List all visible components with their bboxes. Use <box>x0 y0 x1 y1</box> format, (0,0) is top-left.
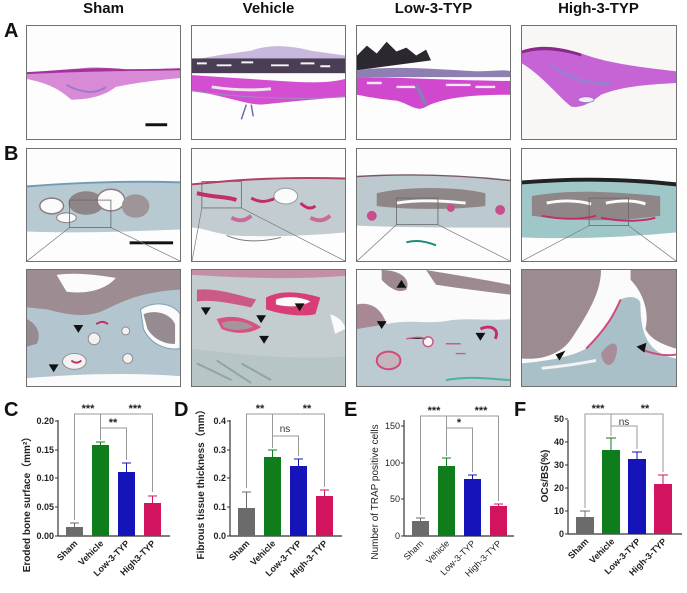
column-title-low-3-typ: Low-3-TYP <box>394 0 473 17</box>
y-tick: 0.05 <box>36 502 54 512</box>
y-tick: 40 <box>554 437 564 447</box>
significance-label: *** <box>592 403 606 415</box>
bar-sham <box>576 517 594 534</box>
x-tick: Sham <box>227 538 251 562</box>
zoom-region-box <box>396 197 439 226</box>
he-panel-sham <box>26 25 181 140</box>
scale-bar <box>129 241 174 245</box>
bar-high-3-typ <box>316 496 333 536</box>
arrowhead-marker <box>396 279 407 288</box>
arrowhead-marker <box>48 364 59 373</box>
significance-label: ** <box>641 403 650 415</box>
y-tick: 0.3 <box>213 445 226 455</box>
y-tick: 0 <box>559 529 564 539</box>
column-title-high-3-typ: High-3-TYP <box>558 0 639 17</box>
arrowhead-marker <box>376 321 387 329</box>
y-tick: 50 <box>390 494 400 504</box>
y-tick: 10 <box>554 506 564 516</box>
bar-high-3-typ <box>654 484 672 534</box>
y-tick: 0.2 <box>213 473 226 483</box>
row-letter-a: A <box>4 20 19 42</box>
bar-sham <box>238 508 255 536</box>
scale-bar <box>145 123 168 127</box>
y-axis-label: Fibrous tissue thickness（mm） <box>194 404 207 559</box>
bar-sham <box>412 521 429 536</box>
y-tick: 50 <box>554 414 564 424</box>
trap-zoom-low-3-typ <box>356 269 511 387</box>
trap-overview-low-3-typ <box>356 148 511 262</box>
y-tick: 30 <box>554 460 564 470</box>
significance-label: * <box>457 417 462 429</box>
y-tick: 0.20 <box>36 416 54 426</box>
trap-overview-vehicle <box>191 148 346 262</box>
significance-label: *** <box>82 403 96 415</box>
y-tick: 0.15 <box>36 445 54 455</box>
trap-zoom-vehicle <box>191 269 346 387</box>
panel-letter-d: D <box>174 399 188 421</box>
y-tick: 0.1 <box>213 502 226 512</box>
trap-zoom-sham <box>26 269 181 387</box>
y-axis-label: Number of TRAP positive cells <box>370 424 381 559</box>
column-title-sham: Sham <box>83 0 124 17</box>
y-tick: 150 <box>385 421 400 431</box>
chart-fibrous-tissue-thickness: D Fibrous tissue thickness（mm） 0.0 0.1 0… <box>172 392 344 588</box>
arrowhead-marker <box>636 342 647 353</box>
y-tick: 0.4 <box>213 416 226 426</box>
significance-label: ns <box>280 424 291 435</box>
x-tick: Sham <box>566 536 590 560</box>
bar-sham <box>66 527 83 536</box>
arrowhead-marker <box>256 315 267 324</box>
he-panel-low-3-typ <box>356 25 511 140</box>
significance-label: ** <box>256 403 265 415</box>
arrowhead-marker <box>200 307 211 316</box>
bar-vehicle <box>264 457 281 536</box>
significance-label: ** <box>303 403 312 415</box>
zoom-region-box <box>69 199 112 228</box>
arrowhead-marker <box>73 325 84 333</box>
panel-letter-f: F <box>514 399 526 421</box>
he-panel-vehicle <box>191 25 346 140</box>
bar-vehicle <box>438 466 455 536</box>
chart-trap-positive-cells: E Number of TRAP positive cells 0 50 100… <box>342 392 514 588</box>
chart-eroded-bone-surface: C Eroded bone surface（mm²） 0.00 0.05 0.1… <box>0 392 172 588</box>
panel-letter-c: C <box>4 399 18 421</box>
y-tick: 20 <box>554 483 564 493</box>
significance-label: ** <box>109 417 118 429</box>
zoom-region-box <box>201 181 242 209</box>
x-tick: Sham <box>402 538 426 562</box>
y-axis-label: Eroded bone surface（mm²） <box>20 432 33 573</box>
y-tick: 0.10 <box>36 473 54 483</box>
bar-vehicle <box>602 450 620 534</box>
arrowhead-marker <box>294 303 305 312</box>
zoom-region-box <box>588 197 630 227</box>
panel-letter-e: E <box>344 399 357 421</box>
bar-high-3-typ <box>144 503 161 536</box>
trap-zoom-high-3-typ <box>521 269 677 387</box>
row-letter-b: B <box>4 143 19 165</box>
y-axis-label: OCs/BS(%) <box>540 450 551 503</box>
bar-high-3-typ <box>490 506 507 536</box>
bar-low-3-typ <box>464 479 481 536</box>
bar-low-3-typ <box>118 472 135 536</box>
y-tick: 0.0 <box>213 531 226 541</box>
y-tick: 0.00 <box>36 531 54 541</box>
bar-low-3-typ <box>290 466 307 536</box>
trap-overview-sham <box>26 148 181 262</box>
chart-ocs-bs: F OCs/BS(%) 0 10 20 30 40 50 *** <box>512 392 687 588</box>
arrowhead-marker <box>475 332 486 341</box>
arrowhead-marker <box>555 350 566 361</box>
bar-vehicle <box>92 445 109 536</box>
he-panel-high-3-typ <box>521 25 677 140</box>
significance-label: *** <box>475 405 489 417</box>
arrowhead-marker <box>259 335 269 344</box>
column-title-vehicle: Vehicle <box>242 0 295 17</box>
y-tick: 100 <box>385 458 400 468</box>
significance-label: ns <box>619 417 630 428</box>
significance-label: *** <box>129 403 143 415</box>
y-tick: 0 <box>395 531 400 541</box>
bar-low-3-typ <box>628 459 646 534</box>
x-tick: Sham <box>55 538 79 562</box>
trap-overview-high-3-typ <box>521 148 677 262</box>
significance-label: *** <box>428 405 442 417</box>
